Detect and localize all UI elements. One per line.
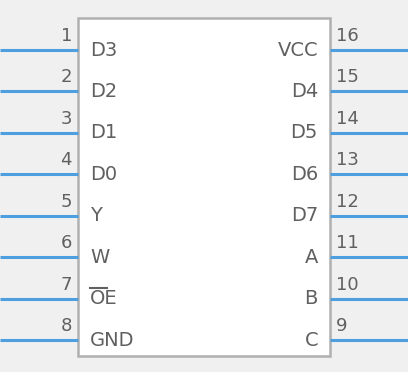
Text: 3: 3 — [60, 110, 72, 128]
Text: D2: D2 — [90, 82, 117, 101]
Text: A: A — [305, 248, 318, 267]
Text: D5: D5 — [290, 124, 318, 142]
Text: 11: 11 — [336, 234, 359, 252]
Text: D7: D7 — [291, 206, 318, 225]
Text: D6: D6 — [291, 165, 318, 184]
Text: 12: 12 — [336, 193, 359, 211]
Text: 7: 7 — [60, 276, 72, 294]
Text: OE: OE — [90, 289, 118, 308]
Text: VCC: VCC — [277, 41, 318, 60]
Text: 4: 4 — [60, 151, 72, 169]
Text: D1: D1 — [90, 124, 117, 142]
Text: Y: Y — [90, 206, 102, 225]
Text: 2: 2 — [60, 68, 72, 86]
Text: 14: 14 — [336, 110, 359, 128]
Text: D4: D4 — [291, 82, 318, 101]
Text: 6: 6 — [61, 234, 72, 252]
Text: 16: 16 — [336, 27, 359, 45]
Text: B: B — [305, 289, 318, 308]
Text: 8: 8 — [61, 317, 72, 335]
Text: C: C — [304, 330, 318, 350]
Bar — [78, 18, 330, 356]
Text: D3: D3 — [90, 41, 117, 60]
Text: 5: 5 — [60, 193, 72, 211]
Text: 1: 1 — [61, 27, 72, 45]
Text: 15: 15 — [336, 68, 359, 86]
Text: 10: 10 — [336, 276, 359, 294]
Text: W: W — [90, 248, 109, 267]
Text: D0: D0 — [90, 165, 117, 184]
Text: 13: 13 — [336, 151, 359, 169]
Text: GND: GND — [90, 330, 135, 350]
Text: 9: 9 — [336, 317, 348, 335]
